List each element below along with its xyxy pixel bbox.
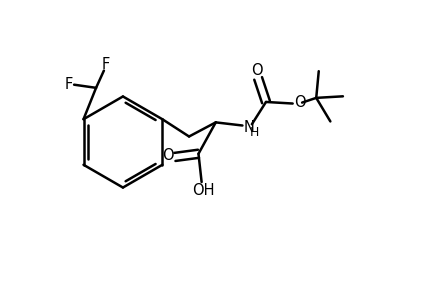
Text: OH: OH <box>192 183 214 198</box>
Text: O: O <box>162 148 174 163</box>
Text: F: F <box>64 77 73 92</box>
Text: H: H <box>250 126 259 139</box>
Text: O: O <box>294 95 306 110</box>
Text: O: O <box>251 63 262 78</box>
Text: F: F <box>101 57 110 72</box>
Text: N: N <box>244 120 255 135</box>
